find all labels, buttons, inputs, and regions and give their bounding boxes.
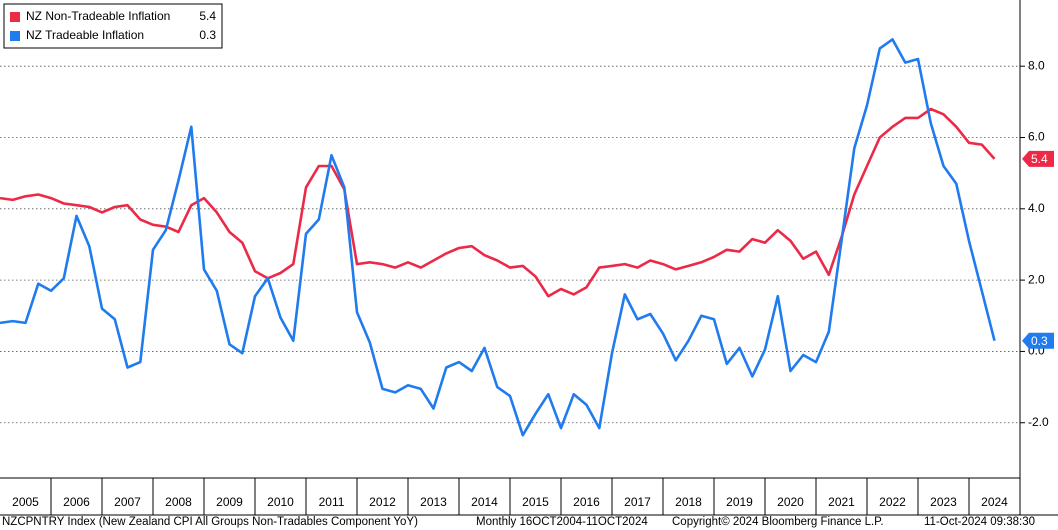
y-tick-label: 8.0 <box>1028 58 1045 72</box>
x-tick-label: 2023 <box>930 495 957 509</box>
x-tick-label: 2016 <box>573 495 600 509</box>
y-tick-label: 4.0 <box>1028 201 1045 215</box>
last-value-label: 0.3 <box>1031 334 1048 348</box>
legend-value: 0.3 <box>199 28 216 42</box>
last-value-tag <box>1022 332 1054 349</box>
x-tick-label: 2005 <box>12 495 39 509</box>
x-tick-label: 2013 <box>420 495 447 509</box>
series-line <box>0 107 996 298</box>
legend-box <box>3 3 223 49</box>
x-tick-label: 2010 <box>267 495 294 509</box>
last-value-label: 5.4 <box>1031 152 1048 166</box>
legend-swatch <box>10 31 20 41</box>
x-tick-label: 2009 <box>216 495 243 509</box>
legend-swatch <box>10 12 20 22</box>
x-tick-label: 2020 <box>777 495 804 509</box>
x-tick-label: 2011 <box>319 495 345 509</box>
y-tick-label: 6.0 <box>1028 130 1045 144</box>
x-tick-label: 2015 <box>522 495 549 509</box>
legend-label: NZ Tradeable Inflation <box>26 28 144 42</box>
x-tick-label: 2022 <box>879 495 906 509</box>
y-tick-label: -2.0 <box>1028 415 1049 429</box>
x-tick-label: 2019 <box>726 495 753 509</box>
last-value-tag <box>1022 150 1054 167</box>
x-tick-label: 2012 <box>369 495 396 509</box>
legend: NZ Non-Tradeable Inflation 5.4 NZ Tradeabl… <box>3 3 223 49</box>
x-tick-label: 2021 <box>828 495 855 509</box>
legend-label: NZ Non-Tradeable Inflation <box>26 9 170 23</box>
x-tick-label: 2024 <box>981 495 1008 509</box>
footer-text: 11-Oct-2024 09:38:30 <box>924 516 1035 528</box>
x-tick-label: 2007 <box>114 495 141 509</box>
x-tick-label: 2014 <box>471 495 498 509</box>
x-tick-label: 2008 <box>165 495 192 509</box>
footer-text: Monthly 16OCT2004-11OCT2024 <box>476 516 648 528</box>
footer-text: Copyright© 2024 Bloomberg Finance L.P. <box>672 516 884 528</box>
x-tick-label: 2006 <box>63 495 90 509</box>
x-tick-label: 2018 <box>675 495 702 509</box>
y-tick-label: 2.0 <box>1028 272 1045 286</box>
series-line <box>0 38 996 437</box>
legend-value: 5.4 <box>199 9 216 23</box>
footer-text: NZCPNTRY Index (New Zealand CPI All Grou… <box>2 516 418 528</box>
x-tick-label: 2017 <box>624 495 651 509</box>
